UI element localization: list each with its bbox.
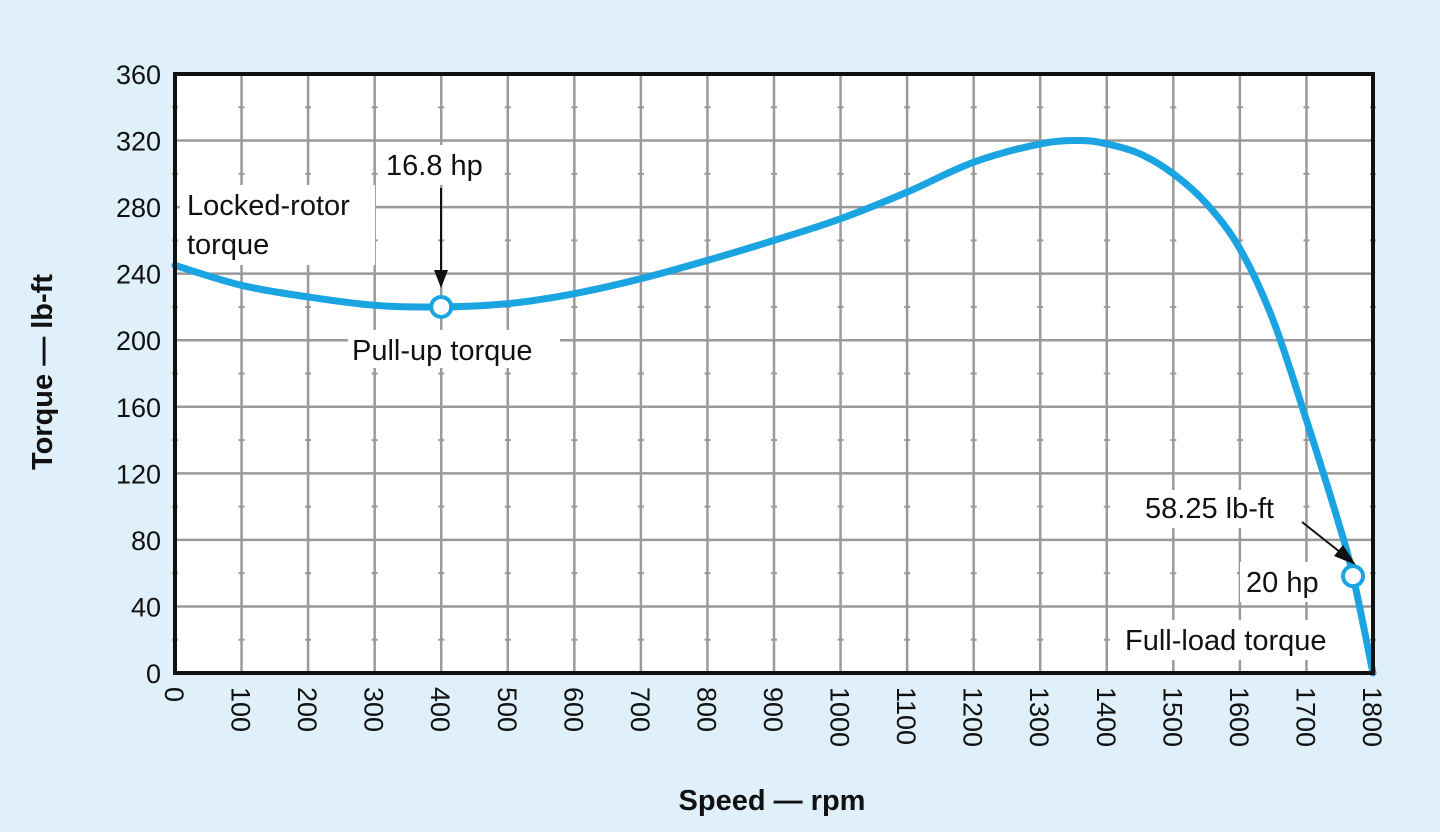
pullup-torque-label: Pull-up torque — [352, 335, 533, 367]
pullup-label-bg — [348, 330, 560, 368]
x-tick-label: 1600 — [1224, 687, 1254, 747]
x-tick-label: 1300 — [1024, 687, 1054, 747]
y-tick-label: 360 — [116, 60, 161, 90]
curve-marker — [1341, 564, 1366, 589]
y-tick-label: 80 — [131, 526, 161, 556]
y-tick-label: 200 — [116, 326, 161, 356]
y-tick-label: 0 — [146, 659, 161, 689]
y-tick-label: 160 — [116, 393, 161, 423]
x-tick-label: 100 — [226, 687, 256, 732]
x-tick-label: 1200 — [958, 687, 988, 747]
x-tick-label: 800 — [691, 687, 721, 732]
x-tick-label: 700 — [625, 687, 655, 732]
curve-marker — [429, 294, 454, 319]
x-tick-label: 300 — [359, 687, 389, 732]
y-tick-label: 240 — [116, 260, 161, 290]
x-tick-label: 1000 — [825, 687, 855, 747]
x-tick-label: 1100 — [891, 687, 921, 745]
fullload-value-label: 58.25 lb-ft — [1145, 493, 1274, 525]
hp-label-bg — [1240, 562, 1332, 602]
y-tick-label: 40 — [131, 592, 161, 622]
x-tick-label: 200 — [292, 687, 322, 732]
x-tick-label: 900 — [758, 687, 788, 732]
fullload-value-bg — [1140, 490, 1300, 528]
fullload-arrowhead-icon — [1334, 545, 1356, 565]
y-tick-label: 120 — [116, 459, 161, 489]
locked-rotor-label: Locked-rotor — [187, 190, 350, 222]
x-tick-label: 0 — [159, 687, 189, 702]
x-tick-label: 600 — [558, 687, 588, 732]
pullup-hp-label: 16.8 hp — [386, 150, 483, 182]
x-tick-label: 400 — [425, 687, 455, 732]
y-axis-label: Torque — lb-ft — [27, 274, 59, 470]
x-tick-labels: 0 100 200 300 400 500 600 700 800 900 1000 1100 1200… — [159, 687, 1387, 747]
pullup-hp-bg — [380, 145, 498, 185]
x-axis-label: Speed — rpm — [679, 785, 866, 817]
x-tick-label: 1800 — [1357, 687, 1387, 747]
locked-rotor-label-bg — [180, 185, 375, 265]
fullload-arrow — [1301, 521, 1346, 557]
y-tick-labels: 0 40 80 120 160 200 240 280 320 360 — [116, 60, 161, 689]
plot-frame — [173, 72, 1375, 675]
fullload-label-bg — [1120, 620, 1352, 660]
fullload-torque-label: Full-load torque — [1125, 625, 1327, 657]
fullload-hp-label: 20 hp — [1246, 567, 1319, 599]
grid — [172, 72, 1376, 675]
x-tick-label: 1500 — [1157, 687, 1187, 747]
pullup-arrowhead-icon — [434, 270, 448, 288]
x-tick-label: 1700 — [1290, 687, 1320, 747]
y-tick-label: 280 — [116, 193, 161, 223]
y-tick-label: 320 — [116, 127, 161, 157]
x-tick-label: 1400 — [1091, 687, 1121, 747]
locked-rotor-label-2: torque — [187, 229, 269, 261]
x-tick-label: 500 — [492, 687, 522, 732]
